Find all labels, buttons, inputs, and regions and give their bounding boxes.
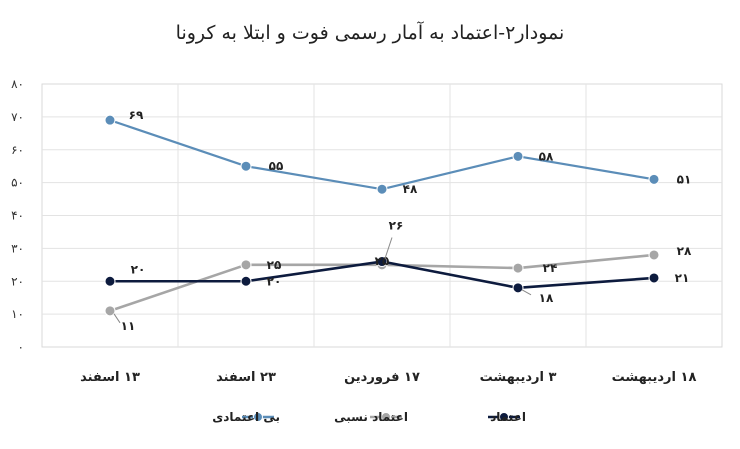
data-label: ۲۸ — [677, 244, 692, 258]
legend-label: بی اعتمادی — [212, 410, 280, 424]
data-label: ۲۵ — [267, 258, 282, 272]
x-tick-label: ۱۳ اسفند — [80, 370, 140, 385]
label-leader — [113, 313, 121, 324]
data-point — [512, 262, 524, 274]
x-tick-label: ۱۸ اردیبهشت — [612, 370, 697, 385]
data-label: ۱۸ — [539, 291, 554, 305]
data-point — [648, 272, 660, 284]
y-tick-label: ۸۰ — [11, 77, 24, 91]
y-tick-label: ۱۰ — [11, 307, 24, 321]
data-label: ۶۹ — [129, 108, 144, 122]
data-label: ۲۱ — [675, 271, 690, 285]
data-label: ۴۸ — [403, 182, 418, 196]
y-tick-label: ۵۰ — [11, 176, 24, 190]
data-point — [648, 173, 660, 185]
y-tick-label: ۷۰ — [11, 110, 24, 124]
data-label: ۲۰ — [267, 274, 282, 288]
legend-label: اعتماد — [490, 410, 526, 424]
data-point — [240, 160, 252, 172]
data-point — [512, 150, 524, 162]
data-point — [240, 259, 252, 271]
legend-swatch-marker — [253, 412, 263, 422]
y-tick-label: ۰ — [18, 340, 24, 354]
data-point — [104, 305, 116, 317]
data-label: ۲۵ — [375, 254, 390, 268]
y-tick-label: ۶۰ — [11, 143, 24, 157]
x-tick-label: ۳ اردیبهشت — [480, 370, 557, 385]
x-tick-label: ۱۷ فروردین — [344, 370, 420, 385]
y-tick-label: ۲۰ — [11, 274, 24, 288]
legend-swatch-marker — [499, 412, 509, 422]
data-label: ۱۱ — [121, 319, 136, 333]
x-tick-label: ۲۳ اسفند — [216, 370, 276, 385]
data-point — [376, 183, 388, 195]
data-label: ۵۵ — [269, 159, 284, 173]
y-tick-label: ۳۰ — [11, 241, 24, 255]
series-line — [109, 119, 655, 191]
data-point — [104, 275, 116, 287]
data-point — [240, 275, 252, 287]
data-label: ۲۰ — [131, 262, 146, 276]
data-label: ۲۶ — [389, 219, 404, 233]
data-point — [104, 114, 116, 126]
label-leader — [521, 289, 532, 296]
legend-label: اعتماد نسبی — [334, 410, 408, 424]
data-point — [648, 249, 660, 261]
data-label: ۲۴ — [543, 261, 558, 275]
y-tick-label: ۴۰ — [11, 209, 24, 223]
data-label: ۵۸ — [539, 149, 554, 163]
data-point — [376, 256, 388, 268]
label-leader — [384, 237, 393, 259]
legend-swatch-marker — [381, 412, 391, 422]
data-point — [512, 282, 524, 294]
chart-title: نمودار۲-اعتماد به آمار رسمی فوت و ابتلا … — [175, 22, 565, 44]
data-label: ۵۱ — [677, 172, 692, 186]
